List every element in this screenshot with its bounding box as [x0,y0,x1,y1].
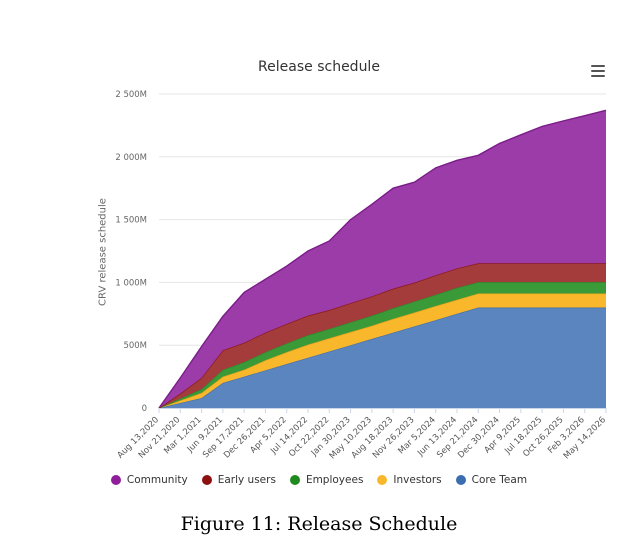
hamburger-menu-icon [591,65,605,68]
area-community [159,110,606,408]
area-early-users [159,263,606,408]
legend-marker [377,475,388,485]
figure-caption: Figure 11: Release Schedule [180,513,458,535]
legend-marker [455,475,466,485]
y-tick-label: 1 500M [115,216,147,226]
chart-legend: Community Early users Employees Investors Co… [0,474,638,486]
chart-menu-button[interactable] [588,62,608,80]
legend-item-core-team[interactable]: Core Team [455,474,528,486]
area-series [158,109,607,409]
legend-item-community[interactable]: Community [110,474,188,486]
y-tick-label: 2 500M [115,90,147,100]
y-tick-label: 1 000M [115,278,147,288]
chart-plot-area: 0 500M 1 000M 1 500M 2 000M 2 500M Aug 13,202… [115,90,609,461]
hamburger-menu-icon-bar [591,75,605,78]
axes [158,408,607,413]
legend-label: Core Team [471,474,528,486]
legend-label: Employees [305,474,364,486]
chart-title: Release schedule [258,59,380,75]
area-core-team [159,307,606,408]
hamburger-menu-icon-bar [591,70,605,73]
legend-marker [289,475,300,485]
y-tick-label: 500M [123,341,147,351]
line-community [158,109,607,409]
legend-label: Investors [393,474,442,486]
legend-item-early-users[interactable]: Early users [201,474,276,486]
legend-marker [201,475,212,485]
y-tick-label: 0 [142,404,147,414]
y-tick-label: 2 000M [115,153,147,163]
legend-item-investors[interactable]: Investors [377,474,442,486]
legend-item-employees[interactable]: Employees [289,474,364,486]
legend-label: Early users [217,474,276,486]
legend-label: Community [126,474,188,486]
legend-marker [110,475,121,485]
y-tick-labels: 0 500M 1 000M 1 500M 2 000M 2 500M [115,90,147,414]
area-investors [159,293,606,408]
